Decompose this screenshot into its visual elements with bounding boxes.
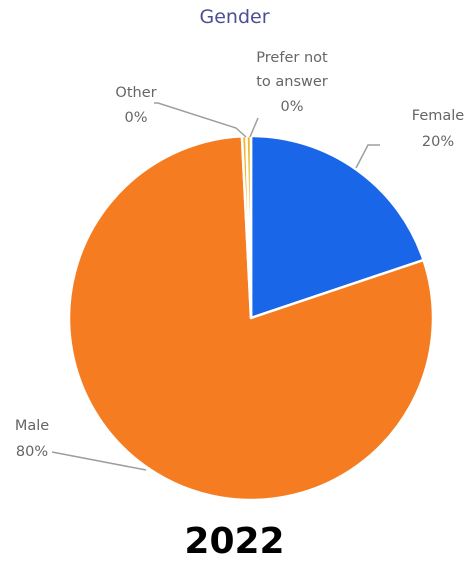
pie-chart: Female 20% Male 80% Other 0% Prefer not … [15, 50, 465, 502]
chart-title: Gender [199, 6, 270, 28]
slice-label-male: Male [15, 418, 49, 434]
slice-pct-male: 80% [16, 444, 48, 460]
slice-label-other: Other [115, 85, 156, 101]
pie-slice-female [249, 134, 425, 320]
slice-pct-prefer-not: 0% [280, 99, 303, 115]
year-caption: 2022 [184, 521, 285, 562]
pie-slices [67, 134, 435, 502]
leader-line-other [154, 102, 247, 138]
leader-line-female [355, 144, 380, 169]
slice-label-female: Female [412, 108, 465, 124]
leader-lines [51, 102, 380, 471]
slice-label-prefer-not-line2: to answer [256, 74, 328, 90]
slice-pct-other: 0% [124, 110, 147, 126]
slice-label-prefer-not-line1: Prefer not [256, 50, 328, 66]
slice-pct-female: 20% [422, 134, 454, 150]
leader-line-male [51, 451, 147, 471]
leader-line-prefer-not [249, 117, 259, 138]
